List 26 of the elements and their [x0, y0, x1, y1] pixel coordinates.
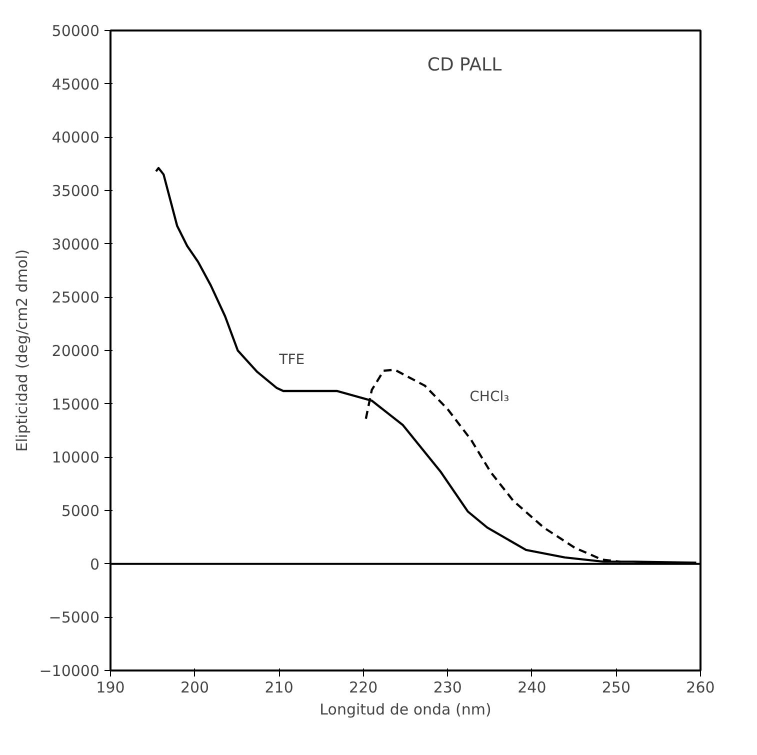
y-tick-label: 15000	[52, 395, 100, 414]
y-tick-label: −5000	[48, 608, 100, 627]
x-tick-label: 260	[686, 678, 715, 696]
y-tick-label: 10000	[52, 448, 100, 467]
series-label: TFE	[278, 352, 305, 368]
x-tick-label: 230	[433, 678, 462, 696]
y-tick-label: 40000	[52, 128, 100, 147]
y-tick-label: 25000	[52, 288, 100, 307]
x-tick-label: 210	[264, 678, 294, 696]
x-tick-label: 250	[602, 678, 631, 696]
x-tick-label: 220	[349, 678, 378, 696]
text: CD PALL	[427, 54, 502, 76]
x-tick-label: 190	[96, 678, 125, 696]
y-tick-label: −10000	[39, 662, 100, 680]
y-tick-label: 30000	[52, 235, 100, 254]
y-tick-label: 50000	[52, 22, 100, 40]
y-tick-label: 20000	[52, 342, 100, 360]
x-tick-label: 240	[518, 678, 546, 696]
y-tick-label: 35000	[52, 182, 100, 200]
y-axis-title: Elipticidad (deg/cm2 dmol)	[13, 249, 32, 452]
series-label: CHCl₃	[470, 389, 510, 406]
x-axis-title: Longitud de onda (nm)	[320, 700, 492, 718]
x-tick-label: 200	[180, 678, 210, 696]
y-tick-label: 45000	[52, 75, 100, 94]
y-tick-label: 5000	[61, 502, 100, 520]
y-tick-label: 0	[90, 555, 100, 574]
